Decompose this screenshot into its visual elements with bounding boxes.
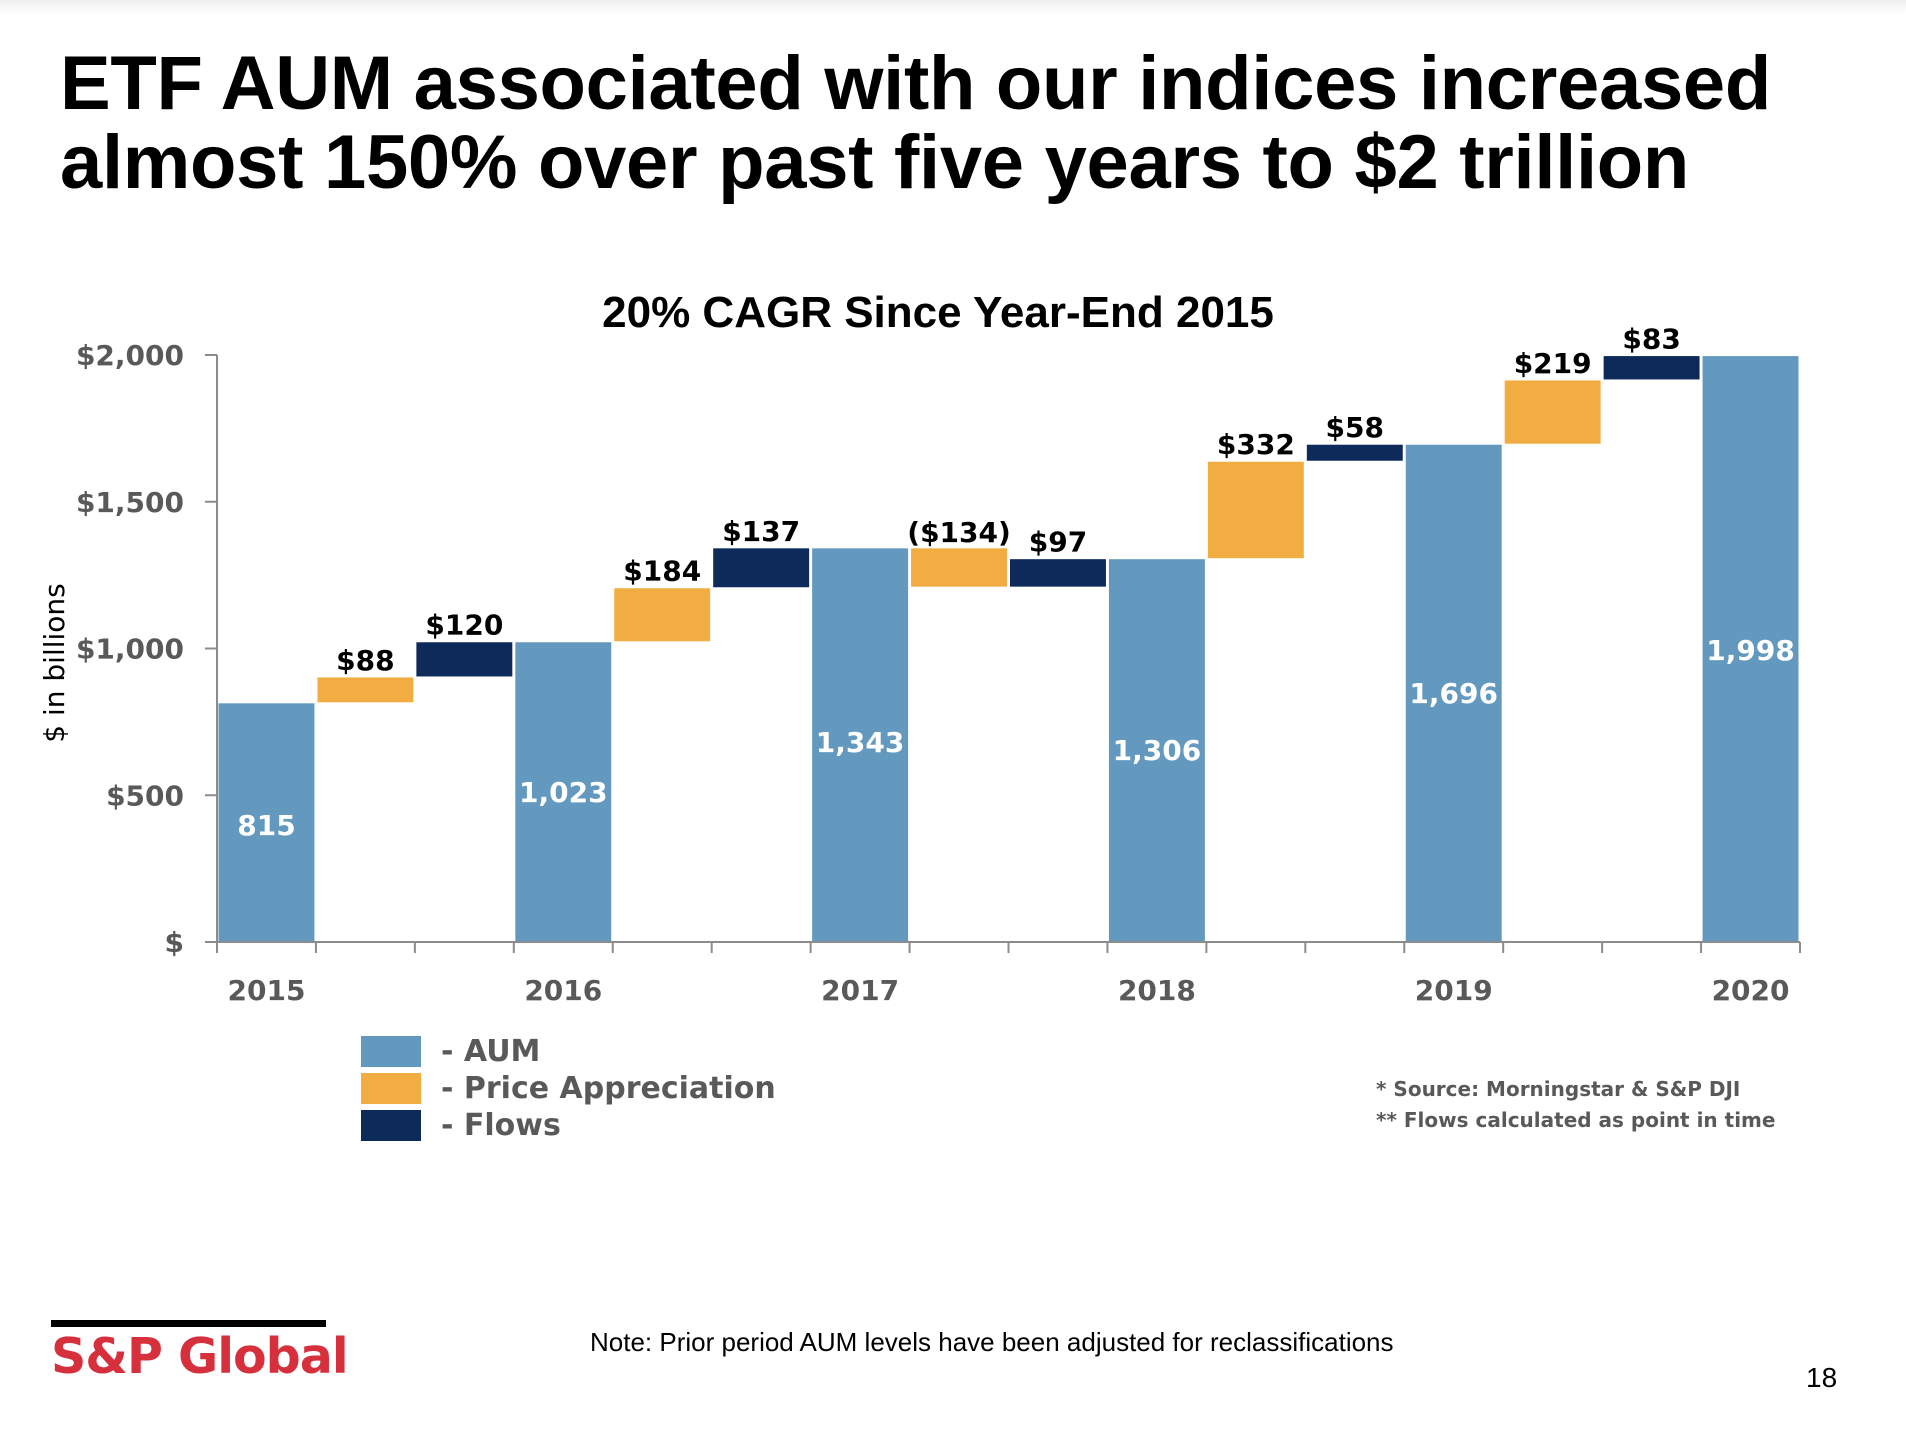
legend-item-flows: - Flows [361, 1107, 776, 1144]
y-tick-label: $1,500 [76, 486, 184, 519]
bar-flows [1009, 558, 1107, 588]
bar-aum-2016 [514, 641, 613, 943]
legend: - AUM - Price Appreciation - Flows [361, 1033, 776, 1144]
price-appreciation-value-label: ($134) [907, 516, 1011, 549]
x-tick-label: 2018 [1118, 974, 1196, 1007]
y-tick-label: $1,000 [76, 633, 184, 666]
bar-aum-2020 [1701, 355, 1800, 943]
flows-value-label: $120 [425, 609, 503, 642]
x-tick-label: 2017 [821, 974, 899, 1007]
x-tick-label: 2016 [524, 974, 602, 1007]
footnote-flows: ** Flows calculated as point in time [1376, 1108, 1776, 1132]
aum-value-label: 1,023 [519, 776, 608, 809]
bar-aum-2018 [1107, 558, 1206, 943]
x-tick-label: 2020 [1712, 974, 1790, 1007]
price-appreciation-value-label: $88 [336, 644, 394, 677]
slide-title: ETF AUM associated with our indices incr… [60, 44, 1771, 202]
flows-value-label: $137 [722, 515, 800, 548]
footnotes: * Source: Morningstar & S&P DJI ** Flows… [1376, 1074, 1775, 1136]
bars-layer [217, 355, 1800, 943]
footer-note: Note: Prior period AUM levels have been … [590, 1327, 1394, 1357]
price-appreciation-value-label: $219 [1514, 347, 1592, 380]
slide-title-line-1: ETF AUM associated with our indices incr… [60, 41, 1772, 126]
bar-flows [712, 547, 811, 589]
bar-flows [1602, 355, 1701, 381]
top-shade [0, 0, 1906, 14]
legend-swatch-flows [361, 1110, 421, 1141]
footnote-source: * Source: Morningstar & S&P DJI [1376, 1077, 1741, 1101]
bar-price-appreciation [910, 547, 1008, 588]
legend-item-price-appreciation: - Price Appreciation [361, 1070, 776, 1107]
aum-value-label: 1,343 [816, 726, 905, 759]
bar-price-appreciation [1503, 379, 1602, 445]
legend-label-aum: - AUM [441, 1034, 541, 1069]
legend-swatch-aum [361, 1036, 421, 1067]
legend-swatch-price-appreciation [361, 1073, 421, 1104]
aum-value-label: 1,306 [1113, 734, 1202, 767]
labels-layer: 815 2015 $88 $120 1,023 2016 $184 $137 1,343 2017… [228, 323, 1795, 1007]
y-tick-label: $ [165, 926, 184, 959]
aum-value-label: 1,696 [1409, 677, 1498, 710]
legend-label-flows: - Flows [441, 1108, 561, 1143]
bar-aum-2019 [1404, 443, 1503, 943]
page-number: 18 [1806, 1362, 1838, 1393]
aum-value-label: 815 [237, 809, 295, 842]
chart-title: 20% CAGR Since Year-End 2015 [602, 288, 1274, 337]
y-axis-label: $ in billions [38, 583, 71, 743]
flows-value-label: $83 [1622, 323, 1680, 356]
aum-value-label: 1,998 [1706, 634, 1795, 667]
legend-item-aum: - AUM [361, 1033, 776, 1070]
sp-global-logo: S&P Global [51, 1320, 349, 1387]
price-appreciation-value-label: $184 [623, 555, 701, 588]
flows-value-label: $58 [1326, 411, 1384, 444]
price-appreciation-value-label: $332 [1217, 428, 1295, 461]
bar-flows [415, 641, 514, 678]
axis-layer: $ $500 $1,000 $1,500 $2,000 $ in billions [38, 339, 1801, 959]
x-tick-label: 2015 [228, 974, 306, 1007]
legend-label-price-appreciation: - Price Appreciation [441, 1071, 776, 1106]
logo-text: S&P Global [51, 1328, 349, 1385]
y-tick-label: $2,000 [76, 339, 184, 372]
bar-price-appreciation [316, 676, 415, 704]
x-tick-label: 2019 [1415, 974, 1493, 1007]
slide-title-line-2: almost 150% over past five years to $2 t… [60, 120, 1690, 205]
flows-value-label: $97 [1029, 526, 1087, 559]
bar-price-appreciation [1206, 460, 1305, 560]
bar-price-appreciation [613, 587, 712, 643]
y-tick-label: $500 [106, 779, 184, 812]
logo-bar [51, 1320, 326, 1327]
bar-aum-2017 [811, 547, 910, 943]
bar-flows [1305, 443, 1404, 462]
